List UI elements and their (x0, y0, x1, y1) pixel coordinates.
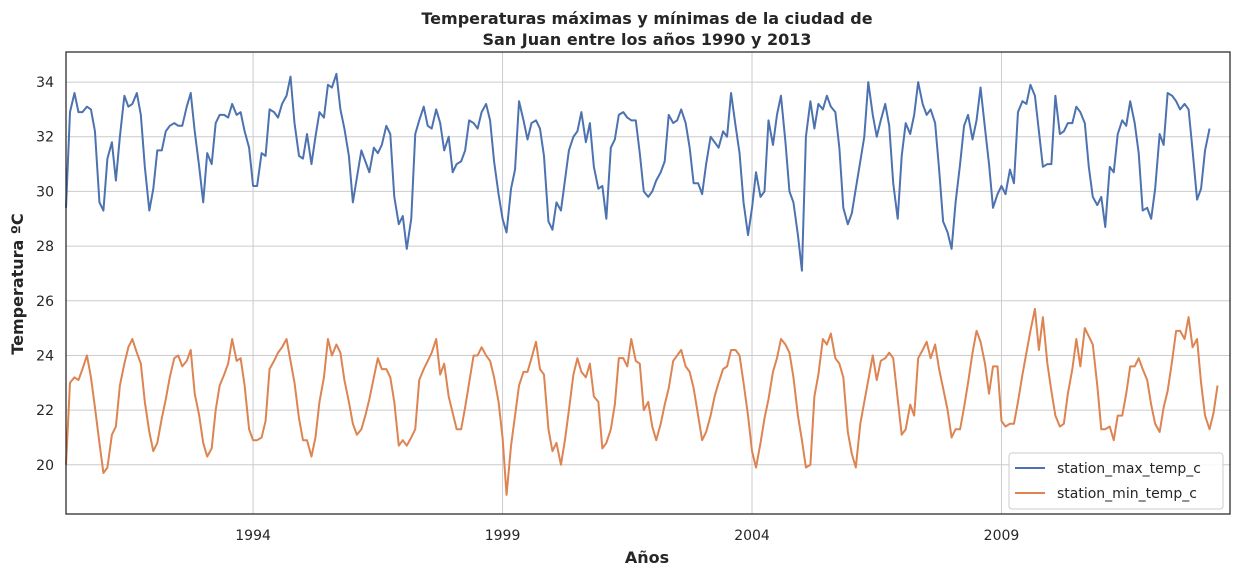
legend-label-min: station_min_temp_c (1057, 486, 1197, 502)
y-axis-label: Temperatura ºC (8, 213, 27, 354)
plot-area (66, 52, 1230, 514)
y-tick-label: 34 (36, 75, 54, 91)
x-tick-label: 1999 (485, 528, 521, 544)
chart-title-line-1: Temperaturas máximas y mínimas de la ciu… (421, 9, 872, 28)
x-tick-label: 2004 (734, 528, 770, 544)
y-tick-label: 22 (36, 403, 54, 419)
plot-frame (65, 51, 1231, 515)
legend-box (1008, 452, 1224, 510)
x-tick-label: 2009 (984, 528, 1020, 544)
series-layer (65, 72, 1219, 496)
y-tick-label: 30 (36, 184, 54, 200)
series-line-station_min_temp_c (65, 307, 1219, 496)
y-tick-label: 26 (36, 294, 54, 310)
chart-title-line-2: San Juan entre los años 1990 y 2013 (482, 30, 811, 49)
y-tick-label: 28 (36, 239, 54, 255)
y-tick-label: 32 (36, 130, 54, 146)
legend: station_max_temp_c station_min_temp_c (1008, 452, 1224, 510)
x-tick-label: 1994 (235, 528, 271, 544)
y-axis-ticks: 20 22 24 26 28 30 32 34 (36, 75, 54, 474)
x-axis-ticks: 1994 1999 2004 2009 (235, 528, 1019, 544)
legend-label-max: station_max_temp_c (1057, 461, 1201, 477)
x-axis-label: Años (625, 548, 669, 567)
series-line-station_max_temp_c (65, 72, 1211, 272)
y-tick-label: 20 (36, 458, 54, 474)
y-tick-label: 24 (36, 348, 54, 364)
grid (66, 52, 1230, 514)
